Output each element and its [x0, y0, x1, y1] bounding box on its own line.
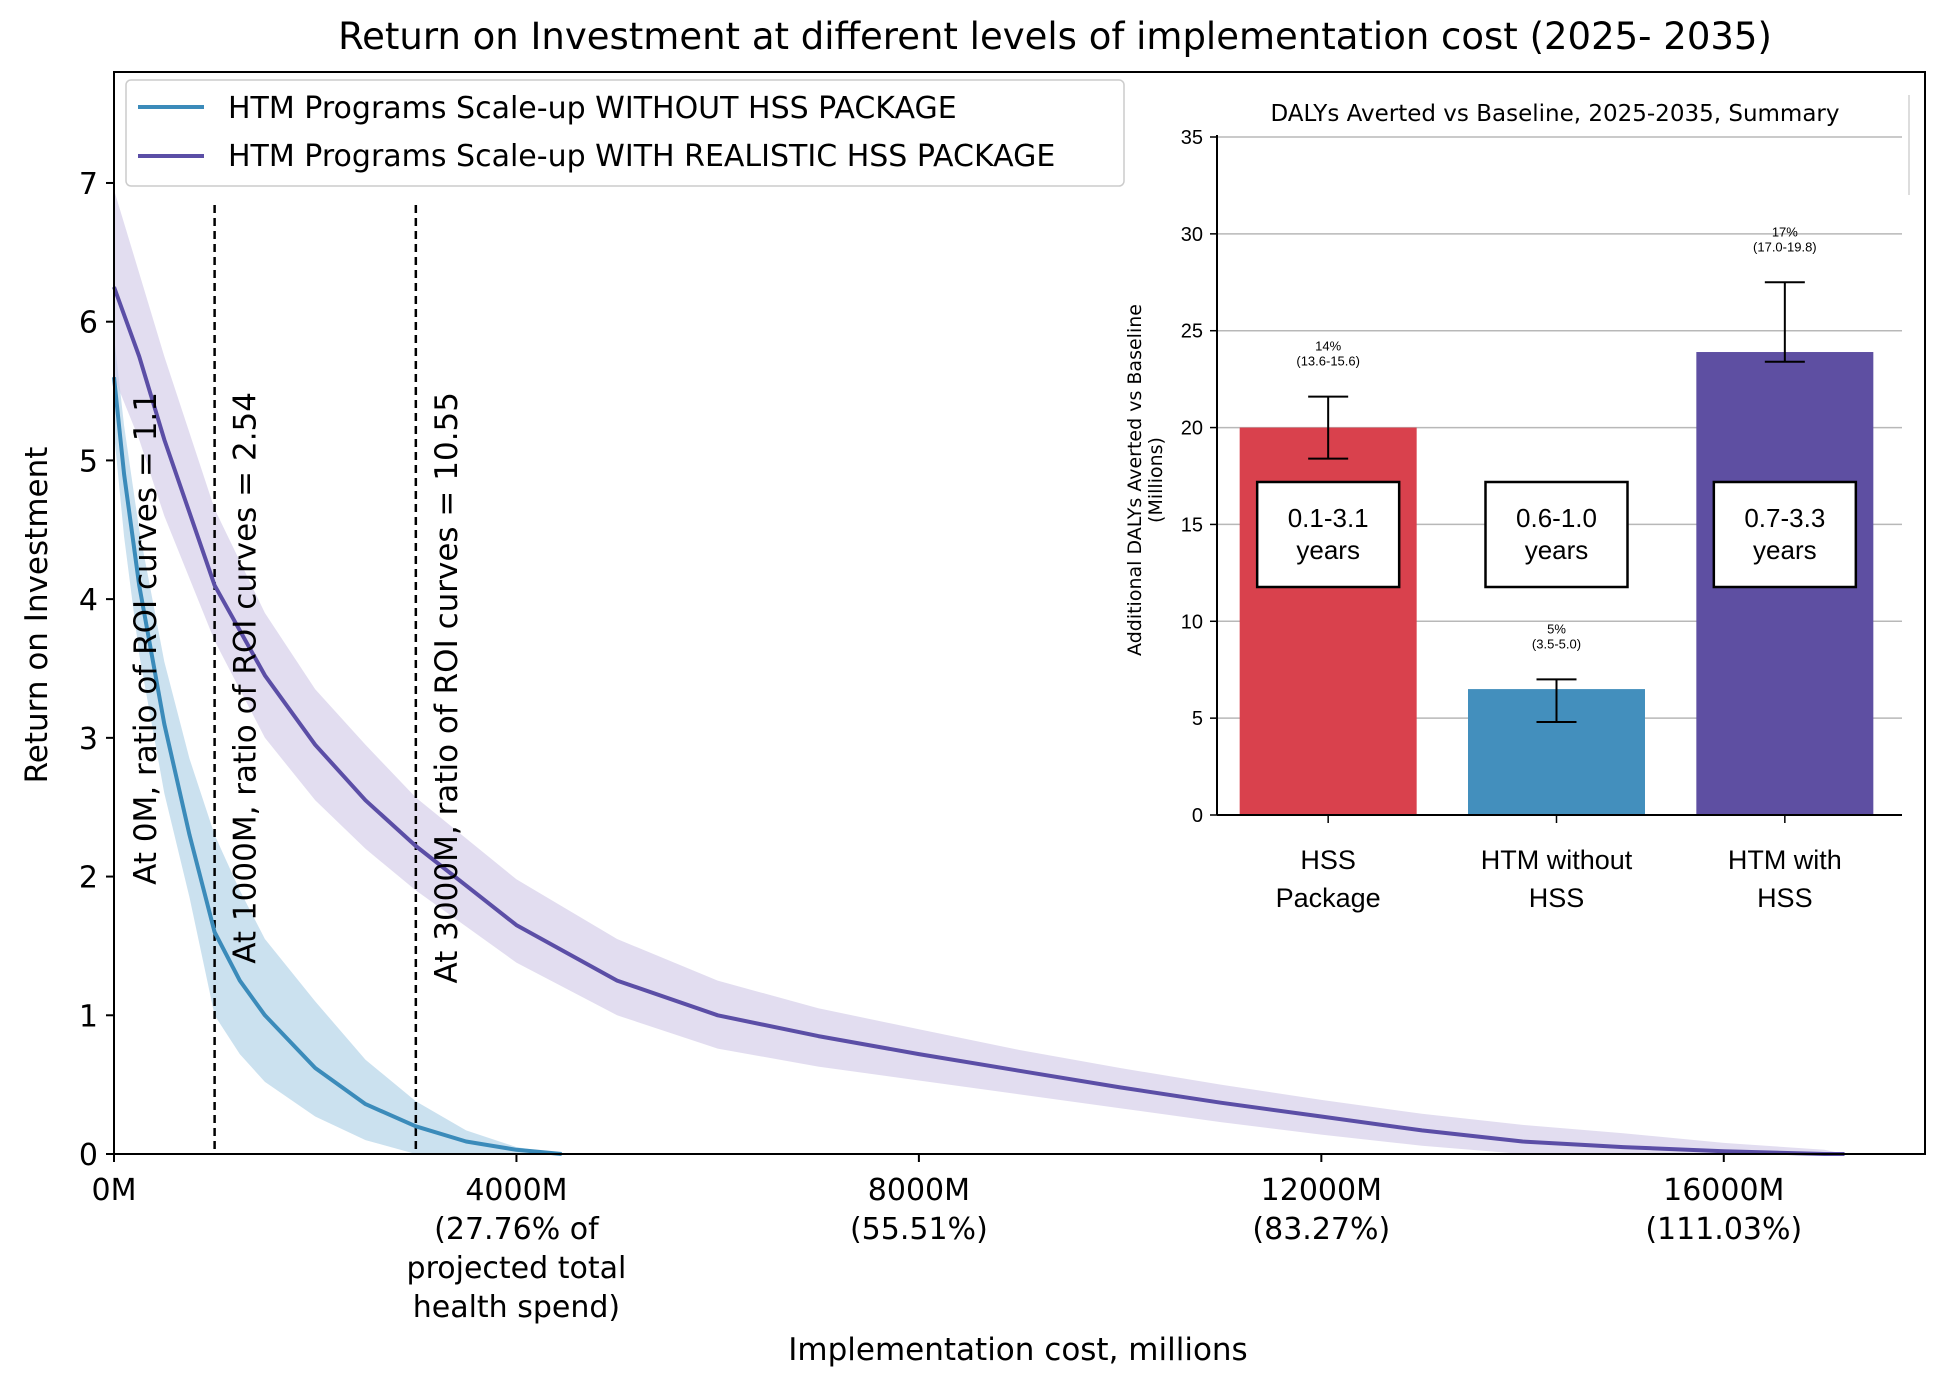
inset-y-tick-label: 5 — [1192, 708, 1203, 730]
payback-label-hss-package: 0.1-3.1 years — [1288, 503, 1369, 565]
y-tick-label: 1 — [79, 999, 98, 1034]
inset-y-axis-ticks: 0 5 10 15 20 25 30 35 — [1181, 127, 1902, 827]
chart-title: Return on Investment at different levels… — [338, 15, 1772, 58]
roi-series-lines — [112, 286, 1845, 1156]
inset-y-tick-label: 10 — [1181, 611, 1203, 633]
inset-x-axis-ticks: HSS Package HTM without HSS HTM with HSS — [1276, 815, 1842, 913]
inset-x-tick-label-htm-with-hss: HTM with HSS — [1728, 845, 1842, 913]
x-tick-label: 12000M (83.27%) — [1252, 1173, 1390, 1247]
inset-x-tick-label-htm-without-hss: HTM without HSS — [1481, 845, 1633, 913]
vline-label-3000: At 3000M, ratio of ROI curves = 10.55 — [429, 392, 465, 983]
inset-y-tick-label: 0 — [1192, 805, 1203, 827]
plot-frame — [113, 71, 1926, 1155]
payback-label-htm-without-hss: 0.6-1.0 years — [1516, 503, 1597, 565]
legend-label-without-hss: HTM Programs Scale-up WITHOUT HSS PACKAG… — [228, 91, 957, 126]
x-tick-label: 8000M (55.51%) — [850, 1173, 988, 1247]
payback-box-hss-package — [1255, 480, 1401, 589]
inset-y-axis-label-text: Additional DALYs Averted vs Baseline(Mil… — [1124, 304, 1167, 656]
vertical-reference-lines — [213, 205, 418, 1154]
x-axis-ticks: 0M 4000M (27.76% of projected total health s… — [92, 1154, 1802, 1325]
inset-y-tick-label: 20 — [1181, 418, 1203, 440]
inset-y-axis-label: Additional DALYs Averted vs Baseline(Mil… — [1124, 304, 1167, 656]
inset-x-tick-label-hss-package: HSS Package — [1276, 845, 1381, 913]
y-axis-ticks: 0 1 2 3 4 5 6 7 — [79, 167, 114, 1173]
legend-box — [125, 79, 1125, 187]
inset-y-tick-label: 15 — [1181, 514, 1203, 536]
payback-box-htm-with-hss — [1712, 480, 1858, 589]
y-tick-label: 6 — [79, 306, 98, 341]
inset-bars: 14% (13.6-15.6) 0.1-3.1 years 5% (3.5-5.0) 0.6… — [1239, 224, 1874, 815]
x-tick-label: 0M — [92, 1173, 137, 1208]
y-axis-label: Return on Investment — [19, 447, 55, 784]
roi-line-without-hss — [112, 376, 562, 1156]
legend: HTM Programs Scale-up WITHOUT HSS PACKAG… — [125, 79, 1125, 187]
payback-box-htm-without-hss — [1484, 480, 1629, 589]
y-tick-label: 0 — [79, 1138, 98, 1173]
y-tick-label: 3 — [79, 722, 98, 757]
legend-label-with-hss: HTM Programs Scale-up WITH REALISTIC HSS… — [228, 139, 1055, 174]
x-axis-label: Implementation cost, millions — [788, 1332, 1247, 1368]
vline-label-1000: At 1000M, ratio of ROI curves = 2.54 — [228, 392, 264, 964]
y-tick-label: 7 — [79, 167, 98, 202]
annotation-ratio-0: At 0M, ratio of ROI curves = 1.1 — [128, 392, 164, 885]
y-tick-label: 4 — [79, 583, 98, 618]
inset-y-tick-label: 30 — [1181, 224, 1203, 246]
x-tick-label: 16000M (111.03%) — [1645, 1173, 1802, 1247]
inset-title: DALYs Averted vs Baseline, 2025-2035, Su… — [1270, 101, 1839, 127]
confidence-band-without-hss — [114, 335, 562, 1155]
y-tick-label: 5 — [79, 444, 98, 479]
inset-y-tick-label: 25 — [1181, 321, 1203, 343]
x-tick-label: 4000M (27.76% of projected total health spe… — [407, 1173, 627, 1325]
pct-label-htm-without-hss: 5% (3.5-5.0) — [1532, 621, 1581, 651]
pct-label-htm-with-hss: 17% (17.0-19.8) — [1753, 224, 1817, 254]
y-tick-label: 2 — [79, 861, 98, 896]
dalys-inset-chart: DALYs Averted vs Baseline, 2025-2035, Su… — [1124, 80, 1910, 950]
roi-line-with-hss — [112, 286, 1845, 1156]
payback-label-htm-with-hss: 0.7-3.3 years — [1744, 503, 1825, 565]
confidence-bands — [114, 189, 1845, 1155]
pct-label-hss-package: 14% (13.6-15.6) — [1296, 339, 1360, 369]
confidence-band-with-hss — [114, 189, 1845, 1154]
inset-y-tick-label: 35 — [1181, 127, 1203, 149]
vertical-line-labels: At 1000M, ratio of ROI curves = 2.54 At 3… — [128, 392, 465, 983]
